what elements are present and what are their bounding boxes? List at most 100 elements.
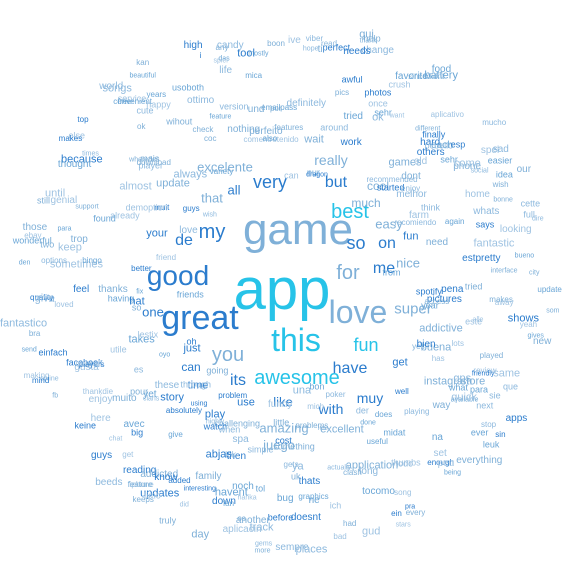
word-just: just	[183, 342, 201, 355]
word-small: friendly	[471, 370, 495, 378]
word-small: player	[138, 160, 163, 171]
word-small: midat	[383, 427, 406, 438]
word-small: come	[453, 157, 481, 170]
word-small: facebook	[66, 357, 103, 368]
word-small: sehr	[440, 154, 458, 165]
word-small: para	[57, 225, 72, 233]
word-small: makes	[58, 133, 83, 143]
word-small: can	[284, 170, 299, 181]
word-small: free	[117, 97, 132, 107]
word-small: absolutely	[165, 406, 202, 416]
word-small: ottimo	[187, 94, 215, 106]
word-small: thats	[298, 475, 321, 487]
word-buena: buena	[420, 341, 452, 354]
word-small: says	[475, 219, 495, 230]
word-small: sin	[495, 430, 506, 440]
word-small: store	[460, 375, 486, 388]
word-small: friends	[176, 289, 204, 300]
word-small: keep	[57, 241, 82, 254]
word-small: clash	[343, 467, 362, 477]
word-small: hard	[420, 136, 441, 148]
word-small: bien	[416, 339, 436, 351]
word-small: finally	[422, 129, 446, 140]
word-small: som	[546, 307, 560, 315]
word-small: years	[146, 89, 167, 99]
word-small: cette	[520, 198, 541, 209]
word-small: song	[394, 488, 412, 498]
word-small: mucho	[482, 118, 507, 128]
word-small: sehr	[374, 107, 392, 118]
word-cool: cool	[366, 179, 390, 193]
word-small: alle	[472, 316, 484, 324]
word-time: time	[187, 379, 209, 392]
word-small: noch	[232, 481, 254, 493]
word-small: wish	[492, 180, 509, 190]
word-application: application	[345, 459, 399, 472]
word-small: gps	[453, 372, 472, 385]
word-small: thought	[57, 159, 92, 171]
word-small: does	[374, 409, 393, 419]
word-small: when	[218, 424, 241, 435]
word-small: mich	[307, 401, 325, 411]
word-small: mind	[31, 375, 50, 385]
word-small: think	[421, 202, 441, 213]
word-small: gives	[527, 332, 544, 340]
word-small: thankdie	[82, 386, 114, 396]
word-small: making	[23, 370, 50, 380]
word-small: high	[183, 39, 203, 51]
word-small: wonderful	[12, 235, 52, 246]
word-small: chat	[109, 435, 123, 443]
word-small: available	[450, 396, 479, 404]
word-games: games	[388, 156, 422, 169]
word-small: para	[469, 384, 488, 395]
word-small: yeah	[519, 319, 538, 329]
word-small: ti	[317, 43, 323, 55]
word-addictive: addictive	[419, 322, 463, 335]
word-small: tried	[343, 110, 363, 122]
word-small: beautiful	[129, 72, 156, 80]
word-small: tocomo	[362, 485, 395, 497]
word-small: fun	[403, 230, 419, 243]
word-small: thumbs	[391, 457, 421, 468]
word-small: enough	[427, 458, 454, 468]
word-small: through	[180, 379, 212, 390]
word-small: another	[235, 515, 270, 527]
word-that: that	[201, 190, 223, 206]
word-small: old	[413, 155, 428, 167]
word-small: guys	[182, 203, 200, 213]
word-small: big	[131, 427, 144, 438]
word-small: ever	[470, 427, 489, 438]
word-small: tool	[237, 47, 255, 60]
word-small: emailpass	[261, 103, 298, 113]
word-small: fantastico	[0, 317, 48, 330]
word-small: what	[448, 382, 468, 393]
word-small: review	[473, 366, 497, 376]
word-small: cute	[136, 105, 154, 116]
word-small: loved	[54, 299, 74, 309]
word-small: lots	[451, 338, 464, 348]
word-good: good	[146, 260, 210, 291]
word-can: can	[181, 360, 201, 374]
word-small: others	[416, 146, 445, 158]
word-small: everything	[456, 455, 503, 467]
word-small: enjoy	[88, 393, 113, 405]
word-small: einfach	[38, 347, 68, 358]
word-small: options	[41, 256, 67, 266]
word-small: bueno	[514, 252, 535, 259]
word-small: uk	[290, 471, 301, 482]
word-small: found	[93, 213, 116, 224]
word-small: yet	[143, 389, 157, 401]
word-small: watch	[203, 421, 228, 432]
word-small: bingo	[82, 255, 102, 265]
word-small: clans	[142, 395, 160, 403]
word-small: comentretenido	[243, 134, 299, 144]
word-small: simple	[247, 444, 274, 455]
word-small: abjas	[205, 448, 232, 461]
word-small: sempre	[275, 542, 309, 554]
word-small: highly	[205, 418, 225, 426]
word-small: feature	[127, 479, 153, 489]
word-thanks: thanks	[98, 284, 128, 295]
word-small: estpretty	[462, 253, 501, 265]
word-small: something	[273, 441, 315, 452]
word-small: muit	[154, 203, 170, 213]
